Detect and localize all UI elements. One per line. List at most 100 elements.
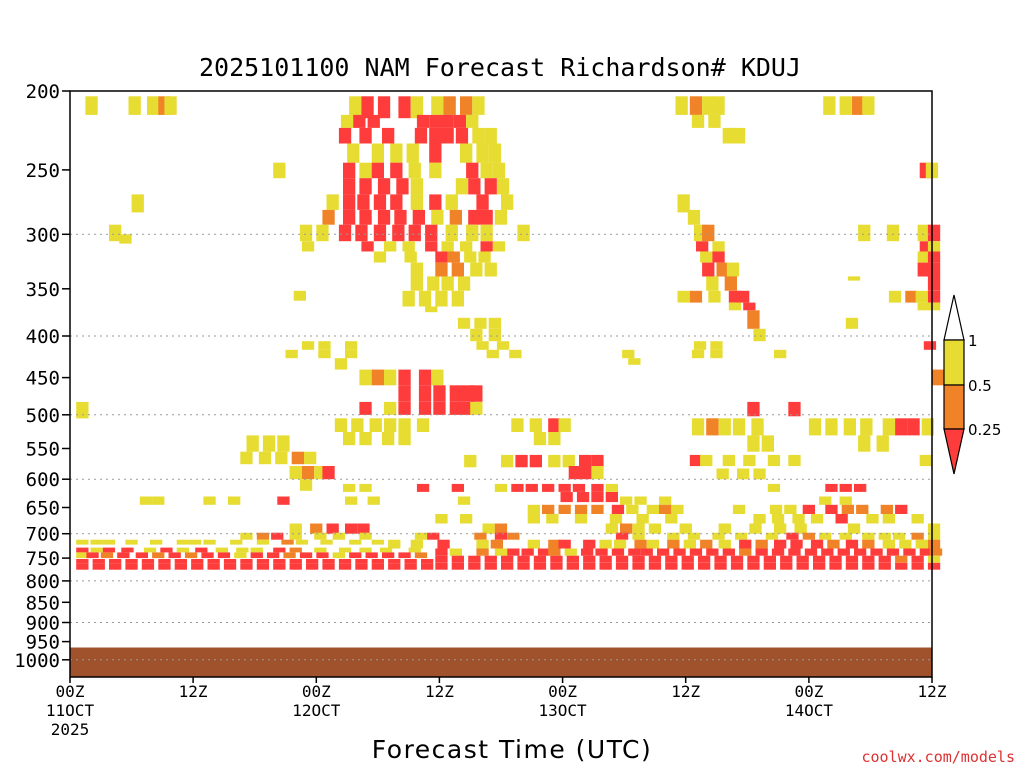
colorbar-segment	[943, 384, 965, 430]
heatmap-cell	[334, 418, 348, 432]
heatmap-cell	[581, 548, 594, 556]
heatmap-cell	[158, 559, 171, 564]
heatmap-cell	[927, 262, 941, 277]
heatmap-cell	[927, 290, 941, 303]
heatmap-cell	[351, 418, 364, 432]
heatmap-cell	[486, 349, 499, 359]
heatmap-cell	[905, 290, 918, 303]
heatmap-cell	[141, 559, 155, 564]
heatmap-cell	[484, 127, 497, 144]
heatmap-cell	[490, 539, 503, 549]
heatmap-cell	[150, 539, 163, 545]
heatmap-cell	[425, 224, 438, 242]
heatmap-cell	[76, 547, 89, 553]
heatmap-cell	[373, 251, 387, 263]
heatmap-cell	[708, 114, 721, 128]
heatmap-cell	[591, 492, 604, 503]
heatmap-cell	[285, 349, 298, 359]
heatmap-cell	[730, 555, 744, 563]
heatmap-cell	[689, 548, 703, 556]
heatmap-cell	[566, 562, 579, 570]
heatmap-cell	[349, 96, 362, 119]
heatmap-cell	[301, 241, 315, 252]
heatmap-cell	[548, 418, 561, 432]
heatmap-cell	[919, 241, 932, 252]
heatmap-cell	[712, 532, 725, 540]
heatmap-cell	[615, 555, 629, 563]
heatmap-cell	[355, 224, 368, 242]
heatmap-cell	[636, 514, 649, 524]
heatmap-cell	[673, 548, 686, 556]
heatmap-cell	[431, 369, 444, 386]
heatmap-cell	[492, 162, 506, 179]
heatmap-cell	[640, 548, 653, 556]
heatmap-cell	[371, 369, 384, 386]
heatmap-cell	[215, 547, 228, 553]
y-tick-label: 200	[26, 81, 60, 103]
heatmap-cell	[494, 523, 508, 534]
heatmap-cell	[449, 548, 462, 556]
heatmap-cell	[373, 224, 387, 242]
heatmap-cell	[289, 559, 302, 564]
heatmap-cell	[451, 290, 464, 307]
heatmap-cell	[408, 547, 421, 553]
heatmap-cell	[470, 385, 483, 402]
heatmap-cell	[480, 224, 493, 242]
heatmap-cell	[488, 143, 501, 163]
heatmap-cell	[384, 418, 397, 432]
heatmap-cell	[433, 401, 446, 415]
heatmap-cell	[258, 451, 272, 465]
heatmap-cell	[410, 178, 423, 195]
heatmap-cell	[492, 241, 506, 252]
heatmap-cell	[414, 532, 428, 540]
heatmap-cell	[632, 555, 645, 563]
heatmap-cell	[301, 341, 315, 350]
heatmap-cell	[753, 468, 766, 480]
heatmap-cell	[677, 194, 690, 213]
heatmap-cell	[102, 539, 116, 545]
heatmap-cell	[880, 504, 893, 514]
heatmap-cell	[478, 251, 491, 263]
heatmap-cell	[583, 555, 596, 563]
heatmap-cell	[921, 418, 934, 436]
heatmap-cell	[839, 532, 852, 540]
heatmap-cell	[184, 552, 198, 559]
heatmap-cell	[355, 563, 368, 570]
heatmap-cell	[501, 562, 514, 570]
y-tick-label: 250	[26, 160, 60, 182]
heatmap-cell	[277, 435, 290, 452]
heatmap-cell	[724, 276, 737, 291]
heatmap-cell	[273, 563, 286, 570]
heatmap-cell	[708, 290, 721, 303]
heatmap-cell	[788, 454, 801, 467]
heatmap-cell	[316, 224, 329, 242]
heatmap-cell	[583, 539, 596, 549]
heatmap-cell	[712, 241, 725, 252]
heatmap-cell	[659, 504, 672, 514]
heatmap-cell	[357, 523, 370, 534]
heatmap-cell	[359, 401, 372, 415]
heatmap-cell	[525, 483, 538, 492]
heatmap-cell	[605, 483, 618, 492]
heatmap-cell	[412, 209, 425, 225]
heatmap-cell	[648, 555, 662, 563]
heatmap-cell	[546, 514, 559, 524]
heatmap-cell	[895, 562, 908, 570]
heatmap-cell	[416, 418, 430, 432]
heatmap-cell	[794, 523, 807, 534]
heatmap-cell	[691, 349, 705, 359]
x-tick-label: 00Z	[302, 682, 331, 701]
heatmap-cell	[131, 194, 144, 213]
heatmap-cell	[234, 552, 247, 559]
heatmap-cell	[667, 539, 680, 549]
x-tick-label: 00Z	[548, 682, 577, 701]
heatmap-cell	[338, 547, 352, 553]
heatmap-cell	[533, 432, 547, 446]
heatmap-cell	[583, 562, 596, 570]
heatmap-cell	[359, 162, 372, 179]
heatmap-cell	[359, 178, 372, 195]
heatmap-cell	[343, 209, 356, 225]
heatmap-cell	[345, 341, 358, 350]
heatmap-cell	[152, 552, 165, 559]
